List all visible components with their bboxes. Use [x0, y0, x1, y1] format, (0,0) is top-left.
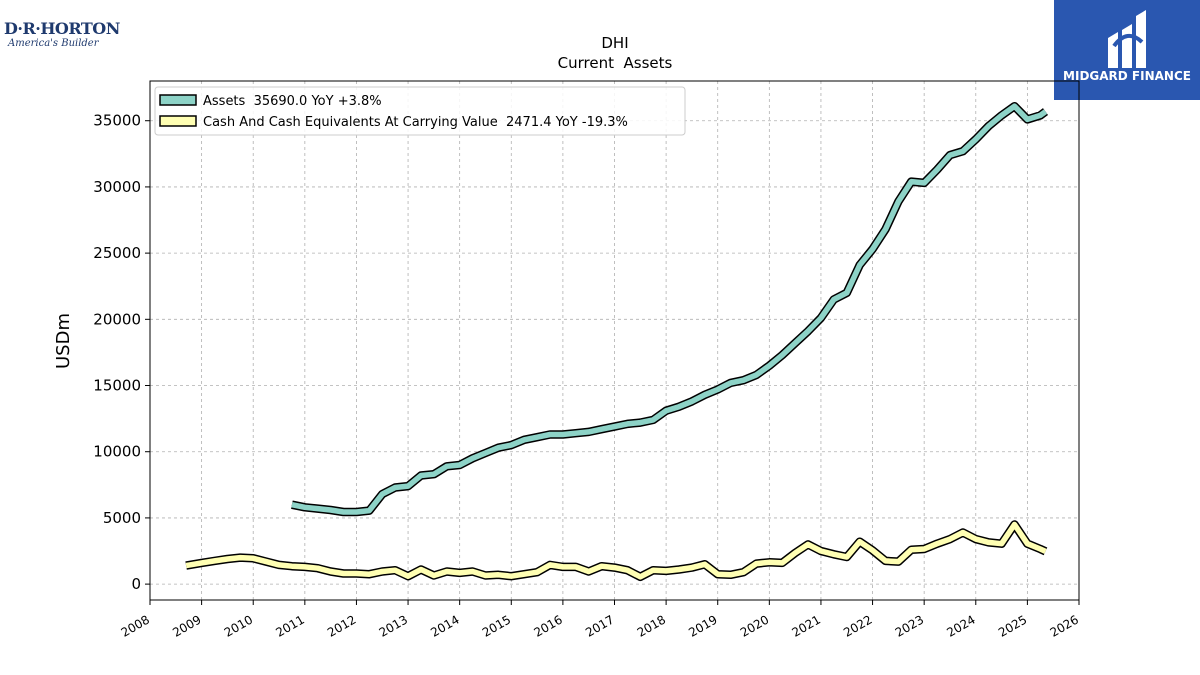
y-tick-label: 0: [131, 575, 141, 593]
x-tick-label: 2016: [531, 612, 564, 639]
chart-title: DHI: [601, 34, 628, 52]
x-tick-label: 2019: [686, 612, 719, 639]
logo-tagline: America's Builder: [8, 38, 99, 49]
publisher-name: MIDGARD FINANCE: [1063, 69, 1191, 83]
y-axis-label: USDm: [53, 313, 74, 369]
x-tick-label: 2013: [377, 612, 410, 639]
x-tick-label: 2024: [944, 612, 977, 639]
series-line: [185, 521, 1047, 580]
x-tick-label: 2009: [170, 612, 203, 639]
y-tick-label: 25000: [93, 244, 141, 262]
x-tick-label: 2015: [480, 612, 513, 639]
series-cash-line: [185, 520, 1048, 582]
chart-subtitle: Current Assets: [558, 54, 673, 72]
y-tick-label: 15000: [93, 377, 141, 395]
series-assets-line: [291, 101, 1049, 517]
x-tick-label: 2018: [635, 612, 668, 639]
x-tick-label: 2014: [428, 612, 461, 639]
legend-swatch: [159, 115, 197, 127]
y-tick-label: 35000: [93, 112, 141, 130]
midgard-finance-logo: MIDGARD FINANCE: [1054, 0, 1200, 100]
x-tick-label: 2011: [273, 612, 306, 639]
y-tick-label: 20000: [93, 310, 141, 328]
y-tick-label: 10000: [93, 443, 141, 461]
x-tick-label: 2017: [583, 612, 616, 639]
series-line: [291, 103, 1048, 515]
legend-label: Cash And Cash Equivalents At Carrying Va…: [203, 115, 628, 130]
midgard-emblem-icon: [1108, 10, 1146, 68]
y-tick-label: 5000: [103, 509, 141, 527]
series-layer: [185, 101, 1049, 582]
x-tick-label: 2010: [222, 612, 255, 639]
x-tick-label: 2022: [841, 612, 874, 639]
series-line-outline: [291, 101, 1049, 517]
x-tick-label: 2025: [996, 612, 1029, 639]
legend-box: [154, 86, 686, 136]
legend-label: Assets 35690.0 YoY +3.8%: [203, 94, 382, 109]
x-tick-label: 2012: [325, 612, 358, 639]
y-tick-label: 30000: [93, 178, 141, 196]
x-tick-label: 2021: [790, 612, 823, 639]
logo-brand-text: D·R·HORTON: [4, 19, 120, 38]
x-tick-label: 2008: [119, 612, 152, 639]
dr-horton-logo: D·R·HORTON America's Builder: [4, 19, 120, 56]
x-tick-label: 2023: [893, 612, 926, 639]
legend-swatch: [159, 94, 197, 106]
x-tick-label: 2026: [1048, 612, 1081, 639]
grid-lines: [149, 81, 1080, 600]
x-tick-label: 2020: [738, 612, 771, 639]
legend: Assets 35690.0 YoY +3.8% Cash And Cash Eq…: [154, 86, 686, 136]
